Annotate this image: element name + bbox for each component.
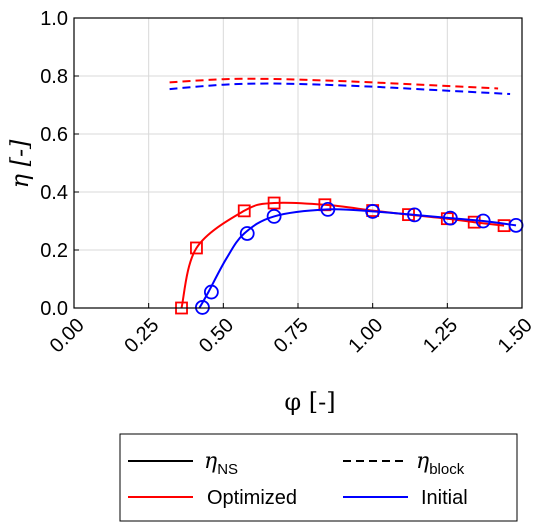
initial-ns-marker bbox=[365, 204, 381, 219]
initial-ns-marker bbox=[320, 201, 336, 217]
initial-ns-marker bbox=[266, 208, 282, 224]
optimized-ns-line bbox=[180, 201, 505, 309]
y-axis-label: η [-] bbox=[6, 139, 34, 188]
y-tick-label: 0.0 bbox=[40, 298, 68, 320]
axis-ticks: 0.00 0.25 0.50 0.75 1.00 1.25 1.50 0.0 0.2 0.4 0.6… bbox=[40, 8, 537, 357]
optimized-block-line bbox=[169, 77, 499, 90]
legend: ηNS ηblock Optimized Initial bbox=[119, 433, 518, 522]
x-tick-label: 1.25 bbox=[419, 314, 462, 357]
legend-optimized-label: Optimized bbox=[207, 487, 297, 509]
x-tick-label: 0.50 bbox=[195, 314, 238, 357]
initial-ns-line bbox=[198, 208, 517, 309]
legend-block-label: ηblock bbox=[416, 449, 465, 478]
series-layer bbox=[169, 77, 524, 315]
x-tick-label: 1.50 bbox=[494, 314, 537, 357]
optimized-ns-marker bbox=[267, 196, 281, 210]
initial-ns-marker bbox=[442, 210, 458, 226]
legend-initial-label: Initial bbox=[421, 487, 468, 509]
y-tick-label: 0.6 bbox=[40, 124, 68, 146]
x-tick-label: 0.75 bbox=[270, 314, 313, 357]
legend-ns-label: ηNS bbox=[204, 449, 238, 478]
optimized-ns-marker bbox=[190, 241, 203, 255]
y-tick-label: 0.2 bbox=[40, 240, 68, 262]
initial-ns-marker bbox=[203, 284, 219, 300]
optimized-ns-marker bbox=[467, 215, 481, 229]
x-tick-label: 0.00 bbox=[46, 314, 89, 357]
legend-box bbox=[119, 433, 518, 522]
initial-block-line bbox=[169, 82, 511, 95]
initial-ns-marker bbox=[407, 207, 422, 223]
y-tick-label: 0.4 bbox=[40, 182, 68, 204]
initial-ns-marker bbox=[475, 213, 491, 229]
optimized-ns-marker bbox=[237, 204, 251, 218]
x-tick-label: 0.25 bbox=[120, 314, 163, 357]
y-tick-label: 1.0 bbox=[40, 8, 68, 30]
grid bbox=[73, 17, 523, 309]
x-tick-label: 1.00 bbox=[344, 314, 387, 357]
y-tick-label: 0.8 bbox=[40, 66, 68, 88]
initial-ns-marker bbox=[239, 226, 255, 241]
x-axis-label: φ [-] bbox=[284, 388, 335, 416]
